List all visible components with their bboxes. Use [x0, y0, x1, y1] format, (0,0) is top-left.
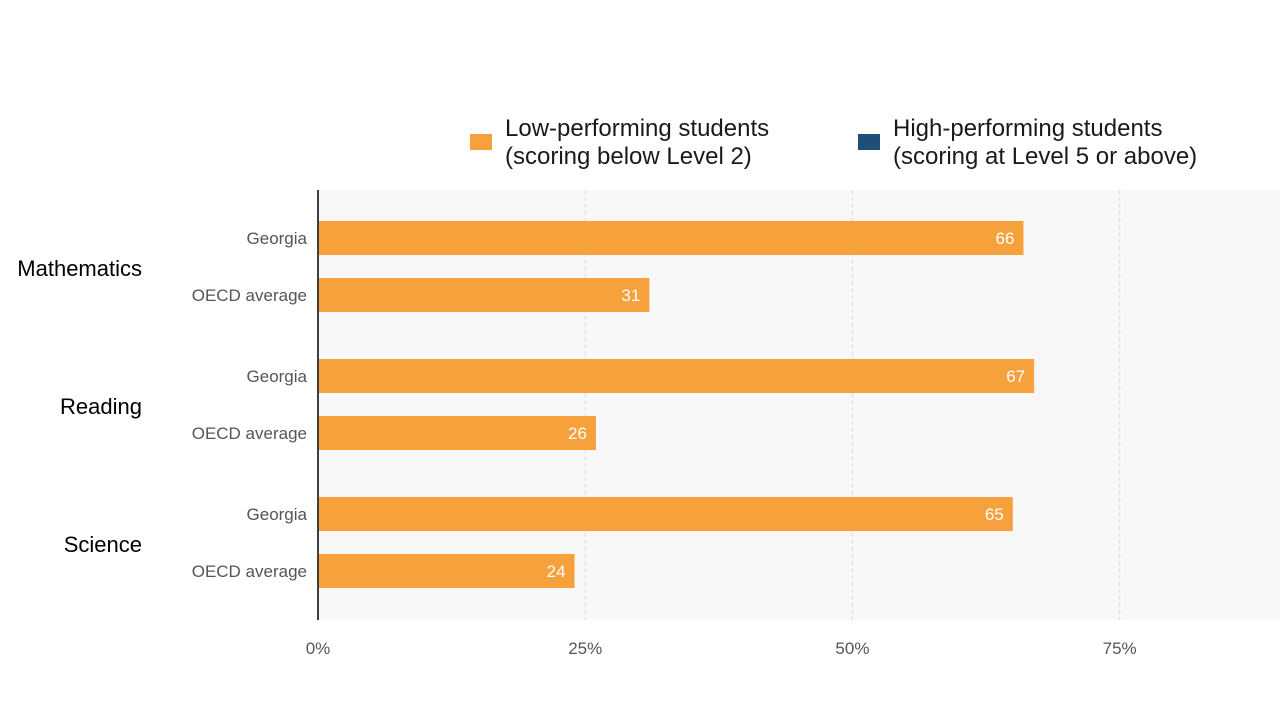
bar	[319, 416, 596, 450]
bar	[319, 359, 1035, 393]
legend-swatch	[470, 134, 492, 150]
data-label: 24	[547, 562, 566, 581]
legend-label: High-performing students	[893, 115, 1162, 142]
category-label: Georgia	[247, 505, 308, 524]
category-label: Georgia	[247, 367, 308, 386]
bar	[319, 278, 650, 312]
legend-label: (scoring below Level 2)	[505, 143, 752, 170]
category-label: OECD average	[192, 286, 307, 305]
data-label: 31	[621, 286, 640, 305]
group-label: Science	[64, 532, 142, 557]
bar	[319, 554, 575, 588]
x-tick-label: 25%	[568, 639, 602, 658]
x-tick-label: 50%	[835, 639, 869, 658]
category-label: OECD average	[192, 562, 307, 581]
category-label: OECD average	[192, 424, 307, 443]
x-tick-label: 0%	[306, 639, 331, 658]
legend-label: (scoring at Level 5 or above)	[893, 143, 1197, 170]
x-tick-label: 75%	[1103, 639, 1137, 658]
legend-label: Low-performing students	[505, 115, 769, 142]
data-label: 67	[1006, 367, 1025, 386]
data-label: 66	[996, 229, 1015, 248]
data-label: 65	[985, 505, 1004, 524]
group-label: Mathematics	[17, 256, 142, 281]
legend-swatch	[858, 134, 880, 150]
bar	[319, 221, 1024, 255]
group-label: Reading	[60, 394, 142, 419]
data-label: 26	[568, 424, 587, 443]
bar	[319, 497, 1013, 531]
category-label: Georgia	[247, 229, 308, 248]
